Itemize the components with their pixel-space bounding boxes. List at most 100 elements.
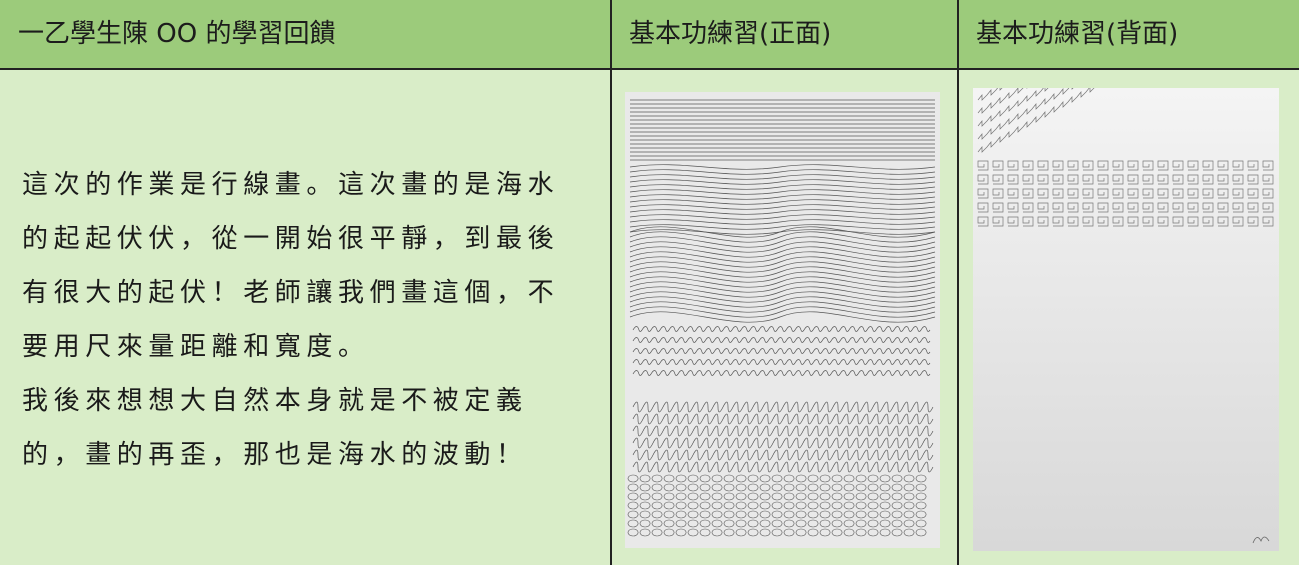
sketch-stroke <box>687 519 699 528</box>
sketch-stroke <box>699 483 711 492</box>
sketch-stroke <box>903 510 915 519</box>
sketch-stroke <box>1052 188 1064 199</box>
sketch-stroke <box>759 474 771 483</box>
sketch-stroke <box>651 492 663 501</box>
sketch-stroke <box>1262 188 1274 199</box>
sketch-stroke <box>977 160 989 171</box>
sketch-stroke <box>1142 202 1154 213</box>
paper <box>625 92 940 548</box>
sketch-stroke <box>1097 160 1109 171</box>
sketch-stroke <box>903 519 915 528</box>
sketch-stroke <box>819 474 831 483</box>
sketch-stroke <box>629 286 936 298</box>
sketch-stroke <box>1037 174 1049 185</box>
sketch-stroke <box>1202 216 1214 227</box>
sketch-stroke <box>1157 202 1169 213</box>
sketch-stroke <box>627 528 639 537</box>
sketch-stroke <box>867 510 879 519</box>
sketch-stroke <box>795 492 807 501</box>
sketch-stroke <box>1157 216 1169 227</box>
sketch-stroke <box>675 474 687 483</box>
sketch-stroke <box>1187 202 1199 213</box>
sketch-stroke <box>651 501 663 510</box>
sketch-stroke <box>1022 174 1034 185</box>
sketch-stroke <box>735 510 747 519</box>
sketch-stroke <box>723 528 735 537</box>
sketch-stroke <box>1067 216 1079 227</box>
sketch-stroke <box>1022 160 1034 171</box>
sketch-stroke <box>629 169 936 175</box>
sketch-stroke <box>639 501 651 510</box>
sketch-stroke <box>675 528 687 537</box>
sketch-stroke <box>629 281 936 293</box>
sketch-stroke <box>867 492 879 501</box>
sketch-stroke <box>632 425 934 437</box>
sketch-stroke <box>735 528 747 537</box>
sketch-stroke <box>783 510 795 519</box>
sketch-stroke <box>759 501 771 510</box>
sketch-stroke <box>992 188 1004 199</box>
sketch-stroke <box>795 528 807 537</box>
sketch-stroke <box>627 483 639 492</box>
sketch-stroke <box>819 483 831 492</box>
sketch-stroke <box>663 501 675 510</box>
sketch-stroke <box>1262 174 1274 185</box>
feedback-text: 這次的作業是行線畫。這次畫的是海水 的起起伏伏，從一開始很平靜，到最後 有很大的起伏… <box>22 158 559 482</box>
sketch-stroke <box>735 492 747 501</box>
sketch-stroke <box>627 519 639 528</box>
sketch-stroke <box>711 510 723 519</box>
sketch-stroke <box>867 528 879 537</box>
sketch-stroke <box>1142 160 1154 171</box>
sketch-stroke <box>915 519 927 528</box>
sketch-stroke <box>629 276 936 288</box>
sketch-stroke <box>843 474 855 483</box>
sketch-stroke <box>759 528 771 537</box>
sketch-stroke <box>663 510 675 519</box>
sketch-stroke <box>747 474 759 483</box>
sketch-stroke <box>1007 174 1019 185</box>
sketch-stroke <box>1052 216 1064 227</box>
sketch-stroke <box>1202 174 1214 185</box>
front-drawing-photo <box>625 92 940 548</box>
sketch-stroke <box>632 359 931 365</box>
sketch-stroke <box>977 216 989 227</box>
sketch-stroke <box>632 449 934 461</box>
sketch-stroke <box>783 501 795 510</box>
sketch-stroke <box>795 501 807 510</box>
sketch-stroke <box>629 224 936 230</box>
sketch-stroke <box>1247 188 1259 199</box>
sketch-stroke <box>819 501 831 510</box>
sketch-stroke <box>992 174 1004 185</box>
sketch-stroke <box>687 492 699 501</box>
sketch-stroke <box>855 519 867 528</box>
sketch-stroke <box>855 510 867 519</box>
sketch-stroke <box>735 519 747 528</box>
sketch-stroke <box>843 501 855 510</box>
sketch-stroke <box>1217 188 1229 199</box>
sketch-stroke <box>1067 160 1079 171</box>
sketch-stroke <box>687 501 699 510</box>
sketch-stroke <box>1082 202 1094 213</box>
sketch-stroke <box>699 528 711 537</box>
sketch-stroke <box>1217 174 1229 185</box>
sketch-stroke <box>1232 160 1244 171</box>
sketch-stroke <box>855 483 867 492</box>
sketch-stroke <box>977 174 989 185</box>
sketch-stroke <box>699 510 711 519</box>
sketch-stroke <box>771 510 783 519</box>
sketch-stroke <box>771 519 783 528</box>
sketch-stroke <box>747 483 759 492</box>
sketch-stroke <box>1127 188 1139 199</box>
sketch-stroke <box>831 519 843 528</box>
sketch-stroke <box>629 246 936 258</box>
sketch-stroke <box>1097 216 1109 227</box>
sketch-stroke <box>711 492 723 501</box>
column-divider <box>610 0 612 565</box>
sketch-stroke <box>629 231 936 243</box>
sketch-stroke <box>629 189 936 195</box>
sketch-stroke <box>735 474 747 483</box>
sketch-stroke <box>1112 202 1124 213</box>
sketch-stroke <box>627 501 639 510</box>
sketch-stroke <box>629 209 936 215</box>
